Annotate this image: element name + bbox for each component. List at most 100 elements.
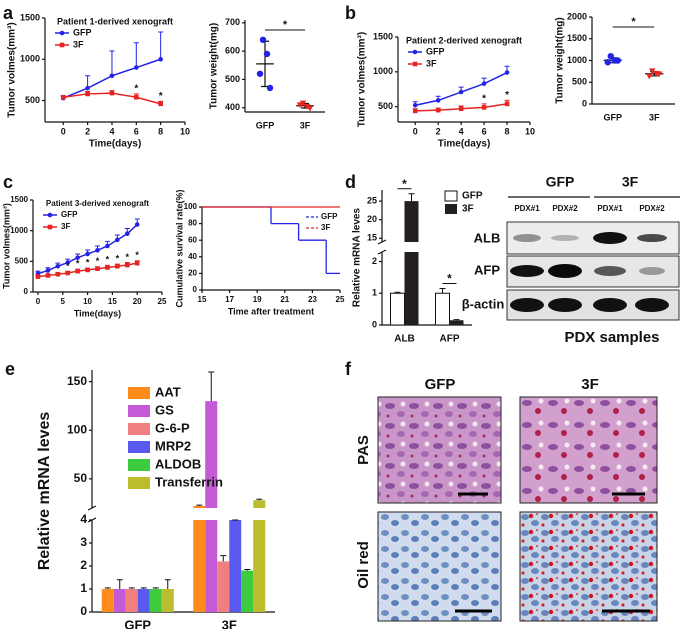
error-bar xyxy=(408,193,415,202)
legend-label: Transferrin xyxy=(155,474,223,489)
y-tick-label: 2 xyxy=(80,558,87,572)
marker xyxy=(75,268,80,274)
significance: * xyxy=(86,257,90,267)
error-bar xyxy=(220,555,227,562)
y-axis-label: Relative mRNA leves xyxy=(36,412,53,571)
marker xyxy=(115,263,120,269)
marker xyxy=(124,262,130,268)
bar xyxy=(404,201,419,325)
legend-label: G-6-P xyxy=(155,420,190,435)
marker xyxy=(134,260,140,266)
significance: * xyxy=(126,252,130,262)
y-tick-label: 150 xyxy=(67,374,87,388)
marker xyxy=(481,81,487,86)
error-bar xyxy=(256,498,263,501)
marker xyxy=(55,263,61,269)
marker xyxy=(263,50,271,58)
y-tick-label: 1500 xyxy=(20,12,40,22)
chart-title: Patient 2-derived xenograft xyxy=(406,35,522,45)
significance: * xyxy=(447,272,452,286)
y-axis-label: Tumor volmes(mm³) xyxy=(7,22,18,117)
x-tick-label: 20 xyxy=(133,297,142,306)
bar xyxy=(161,589,174,612)
y-axis-label: Tumor volmes(mm³) xyxy=(357,32,368,127)
y-axis-label: Cumulative survival rate(%) xyxy=(174,189,184,307)
y-tick-label: 20 xyxy=(367,214,377,224)
marker xyxy=(412,102,418,108)
significance: * xyxy=(66,261,70,271)
marker xyxy=(109,73,115,79)
panel-letter: b xyxy=(345,3,356,23)
marker xyxy=(649,68,656,75)
x-tick-label: 23 xyxy=(308,295,317,304)
x-tick-label: 6 xyxy=(482,126,487,136)
bar xyxy=(113,589,126,612)
y-tick-label: 500 xyxy=(572,77,587,87)
marker xyxy=(134,94,139,100)
x-tick-label: 8 xyxy=(158,126,163,136)
y-tick-label: 1 xyxy=(80,581,87,595)
blot-sample: PDX#1 xyxy=(597,204,623,213)
bar xyxy=(137,589,150,612)
histology-image xyxy=(519,396,658,504)
marker xyxy=(158,56,163,62)
blot-sample: PDX#2 xyxy=(639,204,665,213)
error-bar xyxy=(244,568,251,571)
x-tick-label: 6 xyxy=(134,126,139,136)
axis-break xyxy=(87,517,97,523)
y-tick-label: 2000 xyxy=(567,11,587,21)
y-tick-label: 500 xyxy=(15,256,29,265)
legend-swatch xyxy=(128,405,150,417)
histology-row: PAS xyxy=(355,435,372,465)
bar xyxy=(193,506,206,612)
legend-swatch xyxy=(128,423,150,435)
marker xyxy=(75,255,80,260)
x-tick-label: 4 xyxy=(109,126,114,136)
marker xyxy=(35,274,41,279)
histology-image xyxy=(519,511,658,622)
error-bar xyxy=(133,42,139,68)
legend-swatch xyxy=(128,459,150,471)
y-tick-label: 40 xyxy=(188,252,197,261)
marker xyxy=(115,237,120,243)
y-tick-label: 100 xyxy=(184,202,198,211)
error-bar xyxy=(164,579,171,589)
y-tick-label: 1 xyxy=(372,288,377,298)
marker xyxy=(458,89,464,95)
x-tick-label: 0 xyxy=(413,126,418,136)
x-tick-label: 15 xyxy=(108,297,117,306)
legend-label: GFP xyxy=(61,210,78,219)
error-bar xyxy=(208,371,215,402)
chart-title: Patient 1-derived xenograft xyxy=(57,16,173,26)
axis-break xyxy=(377,239,387,245)
y-tick-label: 1000 xyxy=(20,54,40,64)
x-tick-label: 10 xyxy=(83,297,92,306)
legend-label: 3F xyxy=(61,222,70,231)
y-axis-label: Tumor weight(mg) xyxy=(209,23,220,109)
error-bar xyxy=(128,587,135,589)
legend-swatch xyxy=(128,387,150,399)
bar xyxy=(435,292,450,326)
bar xyxy=(390,292,405,326)
y-tick-label: 100 xyxy=(67,422,87,436)
x-axis-label: Time(days) xyxy=(89,139,142,150)
legend-label: GFP xyxy=(321,212,338,221)
y-tick-label: 60 xyxy=(188,235,197,244)
x-tick-label: 3F xyxy=(649,112,660,122)
blot-sample: PDX#2 xyxy=(552,204,578,213)
blot-condition: 3F xyxy=(622,174,639,190)
marker xyxy=(435,98,441,103)
x-tick-label: GFP xyxy=(124,617,151,629)
y-tick-label: 1500 xyxy=(373,31,393,41)
significance: * xyxy=(106,255,110,265)
blot-bands xyxy=(510,232,669,312)
panel-letter: d xyxy=(345,172,356,192)
marker xyxy=(481,105,487,110)
histology: GFP 3F PAS Oil red xyxy=(355,376,658,622)
y-tick-label: 700 xyxy=(225,17,240,27)
y-axis-label: Tumor weight(mg) xyxy=(555,17,566,103)
y-tick-label: 80 xyxy=(188,219,197,228)
marker xyxy=(65,270,71,276)
legend-swatch xyxy=(444,190,458,202)
bar xyxy=(253,500,266,612)
